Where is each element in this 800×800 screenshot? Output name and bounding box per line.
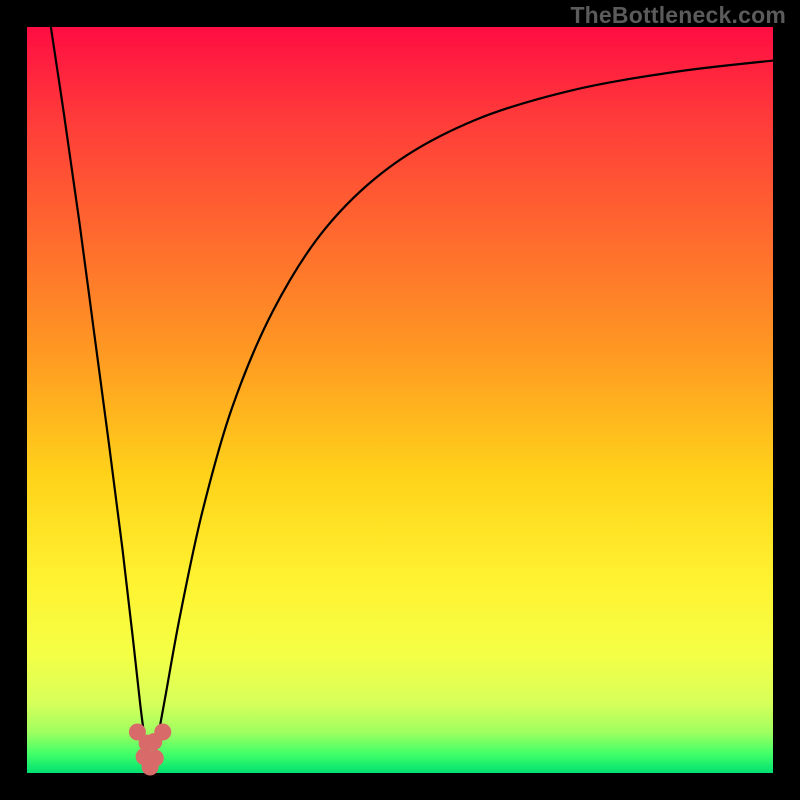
chart-frame: TheBottleneck.com [0, 0, 800, 800]
marker-point [147, 750, 164, 767]
marker-point [145, 733, 162, 750]
bottleneck-chart [0, 0, 800, 800]
plot-background [27, 27, 773, 773]
watermark-text: TheBottleneck.com [570, 2, 786, 29]
